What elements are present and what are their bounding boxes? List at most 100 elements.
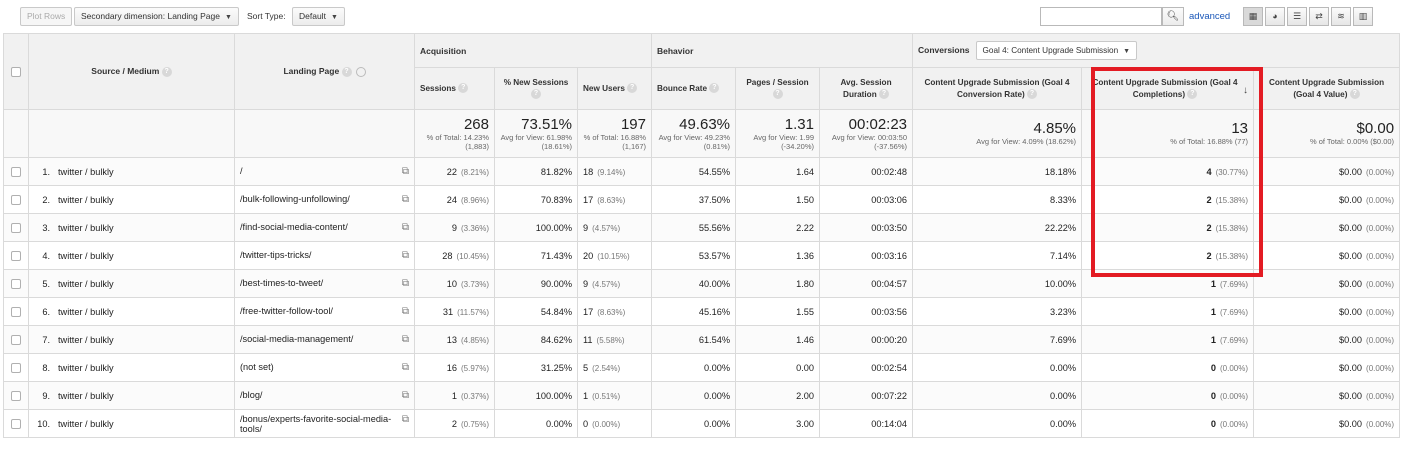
pages-session-value: 2.00	[796, 390, 814, 401]
source-medium-link[interactable]: twitter / bulkly	[58, 250, 114, 261]
new-users-value: 5	[583, 362, 589, 373]
source-medium-link[interactable]: twitter / bulkly	[58, 278, 114, 289]
help-icon[interactable]: ?	[772, 89, 783, 100]
pie-view-icon[interactable]: ◕	[1265, 7, 1285, 26]
help-icon[interactable]: ?	[341, 66, 352, 77]
source-medium-link[interactable]: twitter / bulkly	[58, 418, 114, 429]
landing-page-link[interactable]: /best-times-to-tweet/	[240, 278, 324, 288]
plot-rows-button[interactable]: Plot Rows	[20, 7, 73, 26]
row-checkbox[interactable]	[11, 418, 21, 429]
row-checkbox[interactable]	[11, 222, 21, 233]
avg-duration-cell: 00:03:06	[818, 185, 914, 214]
source-medium-header[interactable]: Source / Medium ?	[28, 33, 235, 110]
table-search-input[interactable]	[1040, 7, 1162, 26]
new-users-header[interactable]: New Users ?	[577, 67, 652, 110]
help-icon[interactable]: ?	[1349, 89, 1360, 100]
landing-page-link[interactable]: /free-twitter-follow-tool/	[240, 306, 333, 316]
landing-page-link[interactable]: /social-media-management/	[240, 334, 354, 344]
conv-rate-value: 18.18%	[1044, 166, 1077, 177]
help-icon[interactable]: ?	[1187, 89, 1198, 100]
row-checkbox[interactable]	[11, 166, 21, 177]
source-medium-link[interactable]: twitter / bulkly	[58, 166, 114, 177]
comparison-view-icon[interactable]: ⇄	[1309, 7, 1329, 26]
sessions-label: Sessions	[420, 83, 456, 93]
row-checkbox[interactable]	[11, 250, 21, 261]
new-users-cell: 17 (8.63%)	[577, 185, 652, 214]
external-link-icon[interactable]: ⧉	[401, 166, 409, 177]
sessions-pct: (5.97%)	[460, 363, 489, 373]
external-link-icon[interactable]: ⧉	[401, 250, 409, 261]
external-link-icon[interactable]: ⧉	[401, 362, 409, 373]
completions-pct: (0.00%)	[1220, 363, 1249, 373]
conv-rate-value: 3.23%	[1049, 306, 1077, 317]
bounce-rate-cell: 54.55%	[651, 157, 736, 186]
row-checkbox[interactable]	[11, 362, 21, 373]
new-users-pct: (0.00%)	[592, 419, 621, 429]
goal-select-dropdown[interactable]: Goal 4: Content Upgrade Submission ▼	[975, 41, 1138, 60]
source-medium-link[interactable]: twitter / bulkly	[58, 194, 114, 205]
help-icon[interactable]: ?	[458, 83, 469, 94]
row-checkbox[interactable]	[11, 390, 21, 401]
avg-duration-value: 00:03:50	[871, 222, 908, 233]
help-icon[interactable]: ?	[1027, 89, 1038, 100]
secondary-dimension-dropdown[interactable]: Secondary dimension: Landing Page ▼	[74, 7, 239, 26]
row-checkbox[interactable]	[11, 194, 21, 205]
table-view-icon[interactable]: ▦	[1243, 7, 1263, 26]
completions-header[interactable]: ↓ Content Upgrade Submission (Goal 4 Comp…	[1081, 67, 1255, 110]
source-medium-link[interactable]: twitter / bulkly	[58, 334, 114, 345]
conv-rate-value: 0.00%	[1049, 418, 1077, 429]
search-button[interactable]: 🔍︎	[1162, 7, 1184, 26]
pages-session-value: 1.46	[796, 334, 814, 345]
source-medium-link[interactable]: twitter / bulkly	[58, 390, 114, 401]
value-header[interactable]: Content Upgrade Submission (Goal 4 Value…	[1253, 67, 1401, 110]
help-icon[interactable]: ?	[161, 66, 172, 77]
totals-row: 268% of Total: 14.23% (1,883) 73.51% Avg …	[3, 109, 1401, 158]
external-link-icon[interactable]: ⧉	[401, 306, 409, 317]
row-checkbox[interactable]	[11, 278, 21, 289]
external-link-icon[interactable]: ⧉	[401, 194, 409, 205]
help-icon[interactable]: ?	[627, 83, 638, 94]
pivot-view-icon[interactable]: ▥	[1353, 7, 1373, 26]
pages-session-cell: 0.00	[735, 353, 820, 382]
row-checkbox[interactable]	[11, 306, 21, 317]
landing-page-link[interactable]: /	[240, 166, 243, 176]
landing-page-link[interactable]: (not set)	[240, 362, 274, 372]
external-link-icon[interactable]: ⧉	[401, 278, 409, 289]
external-link-icon[interactable]: ⧉	[401, 390, 409, 401]
select-all-checkbox[interactable]	[11, 66, 21, 77]
conv-rate-header[interactable]: Content Upgrade Submission (Goal 4 Conve…	[912, 67, 1083, 110]
help-icon[interactable]: ?	[878, 89, 889, 100]
term-cloud-view-icon[interactable]: ≋	[1331, 7, 1351, 26]
landing-page-link[interactable]: /twitter-tips-tricks/	[240, 250, 312, 260]
landing-page-link[interactable]: /bonus/experts-favorite-social-media-too…	[240, 413, 392, 434]
bounce-rate-header[interactable]: Bounce Rate ?	[651, 67, 736, 110]
external-link-icon[interactable]: ⧉	[401, 413, 409, 425]
row-checkbox[interactable]	[11, 334, 21, 345]
avg-duration-cell: 00:02:54	[818, 353, 914, 382]
avg-duration-header[interactable]: Avg. Session Duration ?	[818, 67, 914, 110]
sessions-cell: 16 (5.97%)	[414, 353, 495, 382]
external-link-icon[interactable]: ⧉	[401, 334, 409, 345]
landing-page-link[interactable]: /bulk-following-unfollowing/	[240, 194, 350, 204]
landing-page-header[interactable]: Landing Page ?	[234, 33, 415, 110]
sessions-cell: 10 (3.73%)	[414, 269, 495, 298]
new-sessions-header[interactable]: % New Sessions?	[494, 67, 578, 110]
help-icon[interactable]: ?	[531, 89, 541, 100]
value-cell: $0.00 (0.00%)	[1253, 269, 1401, 298]
landing-page-link[interactable]: /blog/	[240, 390, 263, 400]
landing-page-link[interactable]: /find-social-media-content/	[240, 222, 348, 232]
source-medium-link[interactable]: twitter / bulkly	[58, 306, 114, 317]
bounce-rate-cell: 0.00%	[651, 381, 736, 410]
sort-type-dropdown[interactable]: Default ▼	[292, 7, 345, 26]
row-number: 3.	[42, 222, 50, 233]
remove-dimension-icon[interactable]	[355, 66, 366, 77]
performance-view-icon[interactable]: ☰	[1287, 7, 1307, 26]
source-medium-link[interactable]: twitter / bulkly	[58, 222, 114, 233]
external-link-icon[interactable]: ⧉	[401, 222, 409, 233]
advanced-filter-link[interactable]: advanced	[1189, 11, 1231, 22]
pages-session-header[interactable]: Pages / Session?	[735, 67, 820, 110]
sessions-header[interactable]: Sessions ?	[414, 67, 495, 110]
bounce-rate-label: Bounce Rate	[657, 83, 708, 93]
help-icon[interactable]: ?	[709, 83, 720, 94]
source-medium-link[interactable]: twitter / bulkly	[58, 362, 114, 373]
